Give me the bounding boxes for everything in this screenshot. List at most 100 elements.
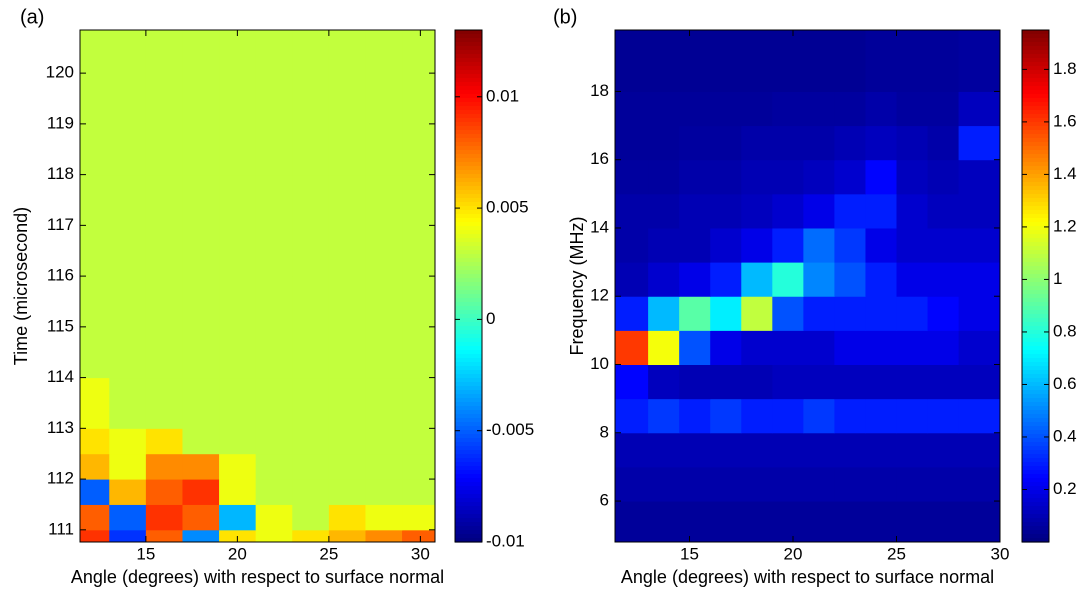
colorbar-band — [1022, 414, 1049, 419]
heatmap-cell — [328, 30, 366, 176]
colorbar-band — [455, 522, 482, 527]
heatmap-cell — [710, 364, 742, 400]
panel-label: (b) — [553, 6, 577, 28]
heatmap-cell — [679, 330, 711, 366]
x-tick-label: 25 — [887, 544, 906, 563]
heatmap-cell — [710, 398, 742, 434]
y-tick-label: 10 — [590, 354, 609, 373]
heatmap-cell — [834, 262, 866, 297]
heatmap-cell — [834, 227, 866, 263]
colorbar-band — [455, 122, 482, 127]
colorbar-band — [455, 214, 482, 219]
colorbar-band — [1022, 170, 1049, 175]
heatmap-cell — [927, 330, 960, 366]
colorbar-band — [1022, 518, 1049, 523]
colorbar-tick-label: 1.2 — [1053, 216, 1077, 235]
heatmap-cell — [109, 377, 147, 429]
colorbar-band — [1022, 146, 1049, 151]
colorbar-band — [455, 402, 482, 407]
colorbar-band — [455, 226, 482, 231]
colorbar-band — [1022, 362, 1049, 367]
colorbar-tick-label: 0.01 — [486, 86, 519, 105]
heatmap-cell — [958, 30, 1001, 92]
colorbar-band — [455, 62, 482, 67]
colorbar-band — [455, 426, 482, 431]
colorbar-band — [1022, 338, 1049, 343]
heatmap-cell — [865, 193, 898, 229]
heatmap-cell — [958, 466, 1001, 502]
heatmap-cell — [402, 504, 436, 531]
y-tick-label: 115 — [47, 316, 74, 335]
heatmap-cell — [182, 504, 220, 531]
colorbar-band — [455, 514, 482, 519]
colorbar-band — [455, 246, 482, 251]
plot-frame — [614, 29, 1001, 543]
colorbar-band — [455, 358, 482, 363]
colorbar-band — [455, 454, 482, 459]
y-tick-label: 120 — [46, 63, 74, 82]
colorbar-band — [455, 382, 482, 387]
colorbar-band — [455, 478, 482, 483]
heatmap-cell — [834, 91, 866, 127]
colorbar-band — [455, 98, 482, 103]
colorbar-band — [455, 378, 482, 383]
colorbar-band — [1022, 458, 1049, 463]
heatmap-cell — [615, 398, 649, 434]
heatmap-cell — [710, 466, 742, 502]
colorbar-band — [1022, 98, 1049, 103]
heatmap-cell — [834, 296, 866, 331]
heatmap-cell — [145, 377, 183, 429]
colorbar-band — [455, 46, 482, 51]
heatmap-cell — [145, 504, 183, 531]
colorbar-band — [1022, 46, 1049, 51]
colorbar-band — [455, 146, 482, 151]
heatmap-cell — [803, 501, 835, 543]
y-tick-label: 112 — [47, 469, 74, 488]
heatmap-cell — [834, 30, 866, 92]
colorbar-band — [1022, 358, 1049, 363]
colorbar-band — [455, 386, 482, 391]
heatmap-cell — [865, 364, 898, 400]
heatmap-cell — [741, 364, 773, 400]
heatmap-cell — [865, 501, 898, 543]
heatmap-cell — [772, 330, 804, 366]
heatmap-cell — [896, 364, 929, 400]
heatmap-cell — [803, 262, 835, 297]
colorbar-band — [1022, 462, 1049, 467]
colorbar-band — [455, 138, 482, 143]
colorbar-band — [455, 194, 482, 199]
heatmap-cell — [219, 453, 257, 480]
heatmap-cell — [292, 504, 330, 531]
colorbar-band — [455, 274, 482, 279]
heatmap-cell — [958, 262, 1001, 297]
heatmap-cell — [927, 193, 960, 229]
heatmap-cell — [803, 466, 835, 502]
colorbar-band — [1022, 66, 1049, 71]
colorbar-band — [455, 534, 482, 539]
colorbar-band — [455, 114, 482, 119]
heatmap-cell — [615, 159, 649, 195]
heatmap-cell — [219, 276, 257, 379]
colorbar-band — [1022, 222, 1049, 227]
colorbar-band — [455, 230, 482, 235]
colorbar-band — [1022, 446, 1049, 451]
heatmap-cell — [402, 428, 436, 455]
colorbar-band — [1022, 106, 1049, 111]
heatmap-cell — [896, 30, 929, 92]
heatmap-cell — [834, 330, 866, 366]
heatmap-cell — [865, 398, 898, 434]
heatmap-cell — [145, 428, 183, 455]
heatmap-cell — [219, 174, 257, 277]
colorbar-band — [1022, 90, 1049, 95]
colorbar-band — [1022, 378, 1049, 383]
colorbar-band — [1022, 74, 1049, 79]
heatmap-cell — [648, 227, 680, 263]
colorbar-band — [455, 474, 482, 479]
heatmap-cell — [927, 91, 960, 127]
colorbar-tick-label: 1.4 — [1053, 164, 1077, 183]
heatmap-cell — [927, 296, 960, 331]
heatmap-cell — [896, 398, 929, 434]
colorbar-band — [455, 158, 482, 163]
colorbar-band — [455, 30, 482, 35]
colorbar-band — [455, 394, 482, 399]
